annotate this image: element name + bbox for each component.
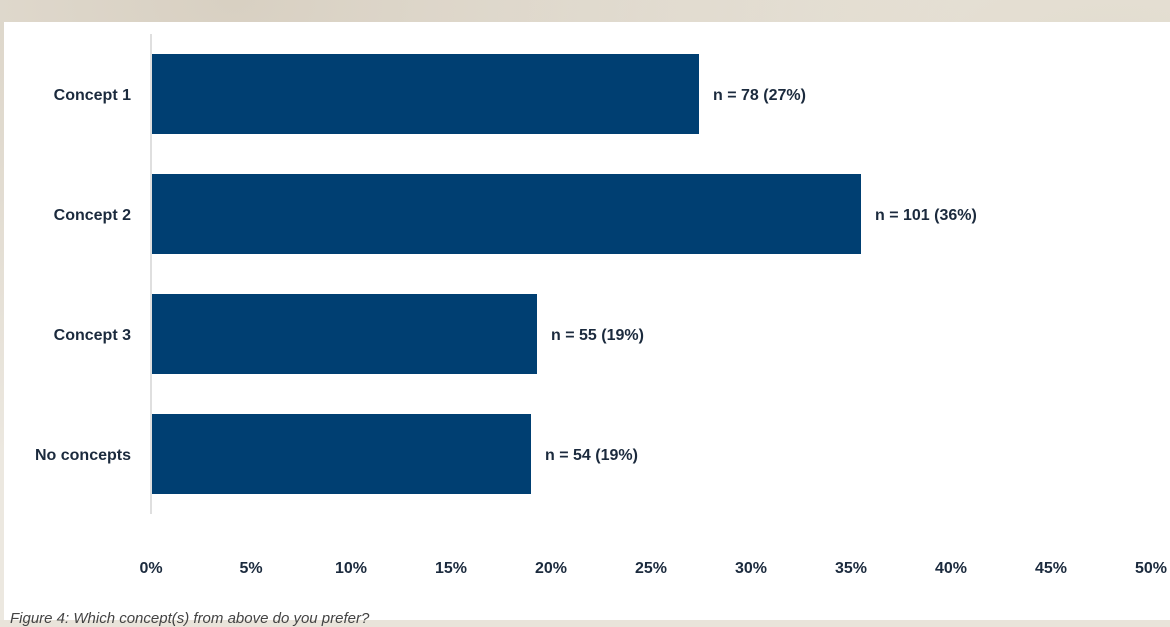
- x-tick-label: 30%: [735, 560, 767, 577]
- figure-caption: Figure 4: Which concept(s) from above do…: [10, 610, 370, 627]
- x-tick-label: 10%: [335, 560, 367, 577]
- x-tick-label: 35%: [835, 560, 867, 577]
- x-tick-label: 40%: [935, 560, 967, 577]
- x-tick-label: 15%: [435, 560, 467, 577]
- bar: [152, 174, 861, 254]
- x-tick-label: 0%: [139, 560, 162, 577]
- x-tick-label: 5%: [239, 560, 262, 577]
- x-tick-label: 25%: [635, 560, 667, 577]
- category-label: No concepts: [35, 447, 131, 464]
- category-label: Concept 3: [54, 327, 131, 344]
- data-label: n = 55 (19%): [551, 327, 644, 344]
- bar: [152, 294, 537, 374]
- data-label: n = 54 (19%): [545, 447, 638, 464]
- category-label: Concept 1: [54, 87, 131, 104]
- x-tick-label: 45%: [1035, 560, 1067, 577]
- bar-chart: Concept 1 n = 78 (27%) Concept 2 n = 101 (3…: [35, 34, 1167, 577]
- x-tick-label: 50%: [1135, 560, 1167, 577]
- data-label: n = 78 (27%): [713, 87, 806, 104]
- bar: [152, 54, 699, 134]
- category-label: Concept 2: [54, 207, 131, 224]
- chart-card: Concept 1 n = 78 (27%) Concept 2 n = 101 (3…: [4, 22, 1170, 627]
- bar: [152, 414, 531, 494]
- data-label: n = 101 (36%): [875, 207, 977, 224]
- x-tick-label: 20%: [535, 560, 567, 577]
